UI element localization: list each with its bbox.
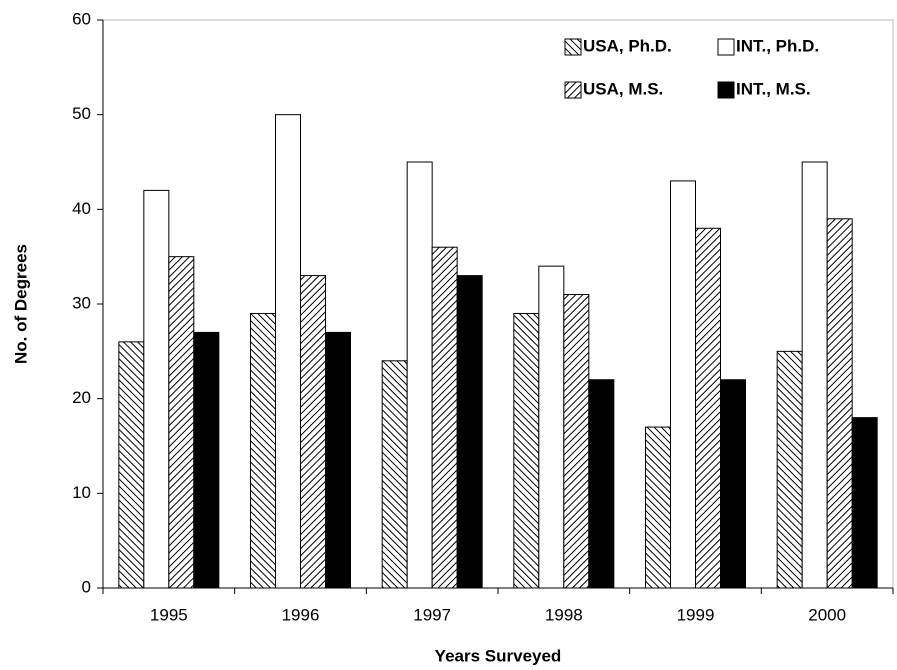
x-tick-label: 1996 xyxy=(282,605,320,624)
bar xyxy=(538,265,565,589)
x-axis-label: Years Surveyed xyxy=(435,646,562,665)
y-tick-label: 50 xyxy=(72,104,91,123)
bar xyxy=(275,114,301,589)
y-tick-label: 20 xyxy=(72,388,91,407)
bar xyxy=(851,417,878,589)
legend-label: USA, Ph.D. xyxy=(583,36,672,55)
x-tick-label: 1999 xyxy=(677,605,715,624)
bar xyxy=(456,275,483,589)
bar xyxy=(670,180,696,589)
bar xyxy=(588,379,615,589)
bar xyxy=(406,161,433,589)
x-tick-label: 1998 xyxy=(545,605,583,624)
x-tick-label: 2000 xyxy=(808,605,846,624)
y-tick-label: 0 xyxy=(82,577,91,596)
plot-area xyxy=(102,19,894,589)
bar xyxy=(645,426,671,589)
bar xyxy=(801,161,828,589)
bar xyxy=(143,189,170,589)
legend-swatch xyxy=(564,81,582,99)
legend-swatch xyxy=(717,81,735,99)
legend-label: USA, M.S. xyxy=(583,79,663,98)
y-tick-label: 10 xyxy=(72,483,91,502)
bar xyxy=(300,275,326,589)
y-axis-label: No. of Degrees xyxy=(11,244,30,364)
x-tick-label: 1995 xyxy=(150,605,188,624)
legend-label: INT., Ph.D. xyxy=(736,36,819,55)
bar xyxy=(513,312,540,589)
legend-swatch xyxy=(564,38,582,56)
legend-swatch xyxy=(717,38,735,56)
legend-label: INT., M.S. xyxy=(736,79,811,98)
y-tick-label: 60 xyxy=(72,9,91,28)
bar xyxy=(381,360,408,589)
bar xyxy=(695,227,721,589)
bar xyxy=(720,379,746,589)
bar xyxy=(325,331,351,589)
bar xyxy=(168,256,195,589)
bar xyxy=(563,294,590,589)
bar xyxy=(250,312,276,589)
bar xyxy=(431,246,458,589)
x-tick-label: 1997 xyxy=(413,605,451,624)
bar xyxy=(776,350,803,589)
bar xyxy=(826,218,853,589)
y-tick-label: 40 xyxy=(72,199,91,218)
bar xyxy=(118,341,145,589)
bar xyxy=(193,331,220,589)
y-tick-label: 30 xyxy=(72,293,91,312)
